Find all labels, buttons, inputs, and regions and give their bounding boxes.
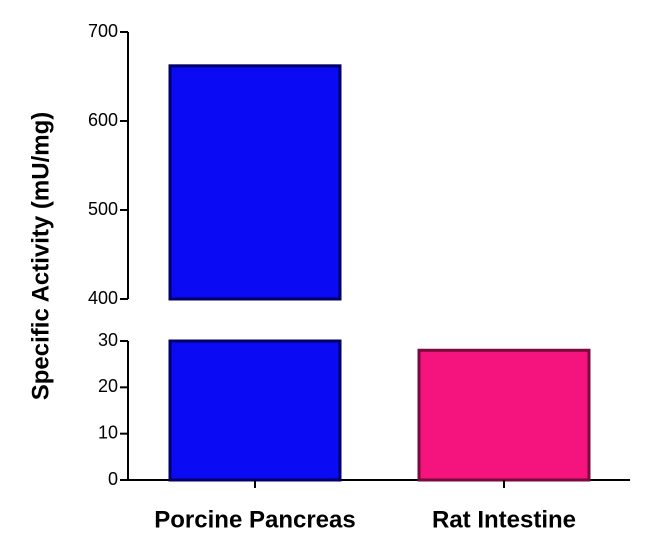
y-tick-label: 400 — [88, 288, 118, 308]
bar — [168, 339, 342, 482]
y-tick-label: 700 — [88, 21, 118, 41]
x-tick-label: Rat Intestine — [432, 506, 576, 533]
y-tick-label: 0 — [108, 469, 118, 489]
y-tick-label: 10 — [98, 422, 118, 442]
y-axis-label: Specific Activity (mU/mg) — [27, 112, 54, 401]
bar — [168, 64, 342, 301]
y-tick-label: 500 — [88, 199, 118, 219]
bar — [417, 348, 591, 482]
y-tick-label: 20 — [98, 376, 118, 396]
y-tick-label: 30 — [98, 330, 118, 350]
x-tick-label: Porcine Pancreas — [154, 506, 355, 533]
y-tick-label: 600 — [88, 110, 118, 130]
